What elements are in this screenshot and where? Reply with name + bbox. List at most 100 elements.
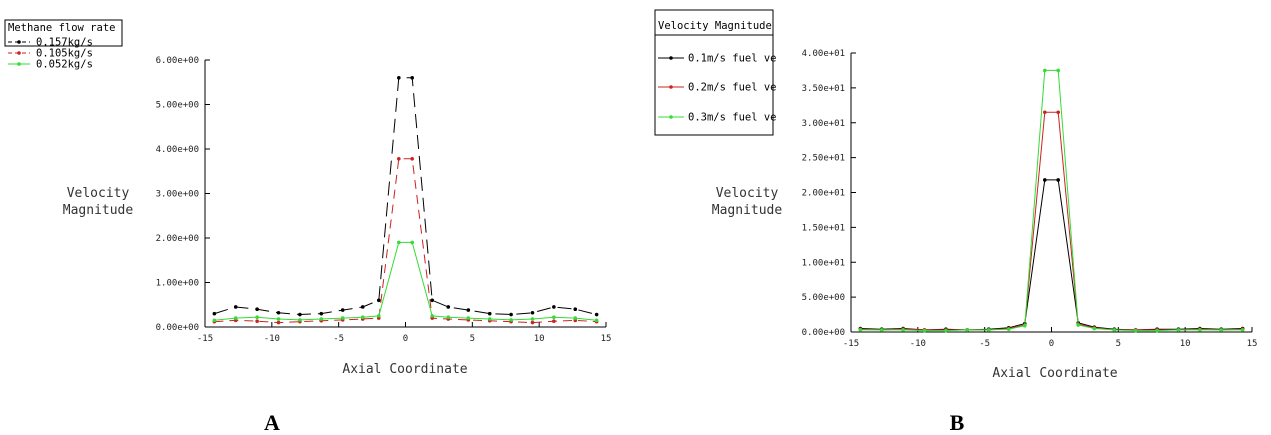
data-point [298, 312, 302, 317]
data-point [410, 240, 414, 245]
series-line [860, 69, 1243, 332]
legend-swatch-marker [17, 51, 21, 55]
data-point [276, 317, 281, 321]
legend-entry: 0.052kg/s [36, 59, 93, 71]
data-point [1176, 328, 1181, 332]
data-point [233, 305, 238, 309]
y-tick-label: 5.00e+00 [156, 101, 199, 111]
data-point [922, 328, 927, 333]
data-point [212, 311, 217, 316]
legend: Methane flow rate 0.157kg/s0.105kg/s0.052… [4, 19, 123, 71]
y-tick-label: 6.00e+00 [156, 56, 199, 66]
data-point [466, 316, 471, 320]
data-point [552, 319, 556, 324]
data-point [509, 318, 513, 322]
legend-entry: 0.157kg/s [36, 37, 93, 49]
data-point [1155, 328, 1159, 333]
series-line [214, 241, 597, 321]
x-tick-label: 0 [1049, 339, 1054, 349]
legend-box [654, 9, 774, 136]
data-point [376, 314, 381, 318]
x-tick-label: 10 [1180, 339, 1191, 349]
data-point [530, 310, 535, 315]
data-point [879, 328, 884, 332]
x-tick-label: -15 [843, 339, 859, 349]
y-tick-label: 0.00e+00 [156, 323, 199, 333]
legend-title: Velocity Magnitude [658, 20, 772, 32]
y-tick-label: 2.00e+01 [802, 189, 845, 199]
data-point [530, 317, 535, 321]
series-line [214, 158, 597, 324]
data-point [1056, 110, 1060, 115]
y-tick-label: 0.00e+00 [802, 328, 845, 338]
y-tick-label: 2.00e+00 [156, 234, 199, 244]
y-tick-label: 3.00e+00 [156, 190, 199, 200]
legend-swatch-marker [17, 40, 21, 44]
data-point [944, 328, 948, 333]
series-2 [858, 110, 1245, 332]
data-point [319, 317, 324, 321]
legend-swatch-marker [669, 56, 673, 60]
legend-entry: 0.105kg/s [36, 48, 93, 60]
data-point [446, 315, 451, 320]
series-2 [212, 156, 599, 325]
x-tick-label: 15 [1247, 339, 1258, 349]
data-point [1022, 323, 1027, 328]
x-tick-label: -15 [197, 334, 213, 344]
data-point [1092, 326, 1097, 331]
x-axis-label: Axial Coordinate [342, 362, 467, 377]
series-3 [212, 240, 599, 323]
y-tick-label: 2.50e+01 [802, 154, 845, 164]
data-point [397, 76, 401, 80]
data-point [573, 307, 578, 312]
x-tick-label: 10 [534, 334, 545, 344]
data-point [487, 311, 492, 316]
data-point [1006, 327, 1011, 332]
data-point [376, 298, 381, 303]
x-tick-label: -5 [333, 334, 344, 344]
y-tick-label: 1.00e+01 [802, 258, 845, 268]
panel-label: A [264, 410, 280, 435]
data-point [552, 305, 556, 309]
data-point [1219, 328, 1224, 332]
legend-title: Methane flow rate [8, 22, 115, 34]
series-3 [858, 68, 1245, 333]
data-point [552, 315, 556, 320]
data-point [1076, 323, 1081, 327]
y-tick-label: 3.00e+01 [802, 119, 845, 129]
data-point [1133, 328, 1138, 333]
data-point [965, 328, 970, 332]
data-point [858, 328, 863, 332]
legend-title-box [4, 19, 123, 47]
data-point [901, 328, 905, 332]
data-point [410, 76, 414, 80]
data-point [319, 311, 324, 316]
y-axis-label-line2: Magnitude [712, 203, 783, 218]
data-point [397, 240, 401, 245]
data-point [1043, 68, 1047, 73]
legend-entry: 0.1m/s fuel ve [688, 53, 777, 65]
data-point [212, 318, 217, 323]
series-line [860, 111, 1243, 331]
x-tick-label: 0 [403, 334, 408, 344]
x-tick-label: -5 [979, 339, 990, 349]
y-tick-label: 1.50e+01 [802, 223, 845, 233]
legend-entry: 0.2m/s fuel ve [688, 82, 777, 94]
y-tick-label: 4.00e+00 [156, 145, 199, 155]
legend-swatch-marker [669, 85, 673, 89]
y-tick-label: 1.00e+00 [156, 279, 199, 289]
x-axis-label: Axial Coordinate [992, 366, 1117, 381]
data-point [1056, 68, 1060, 73]
legend: Velocity Magnitude 0.1m/s fuel ve 0.2m/s f… [654, 9, 777, 136]
panel-label: B [950, 410, 965, 435]
data-point [466, 308, 471, 312]
chart-a: 0.00e+00 1.00e+00 2.00e+00 3.00e+00 4.00e+00… [4, 19, 611, 435]
data-point [255, 315, 259, 320]
data-point [487, 317, 492, 321]
data-point [360, 305, 365, 309]
data-point [276, 310, 281, 315]
data-point [298, 318, 302, 322]
legend-swatch-marker [17, 62, 21, 66]
chart-b: 0.00e+00 5.00e+00 1.00e+01 1.50e+01 2.00e+01… [654, 9, 1258, 435]
x-tick-label: -10 [910, 339, 926, 349]
